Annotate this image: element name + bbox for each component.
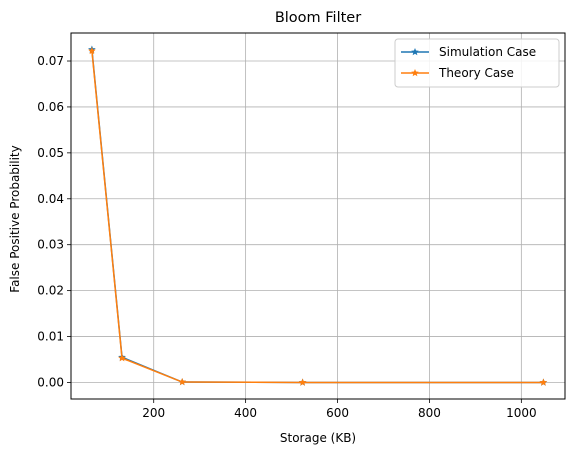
- y-tick-label: 0.05: [37, 146, 64, 160]
- y-tick-label: 0.06: [37, 100, 64, 114]
- data-point: [178, 378, 187, 386]
- x-tick-label: 800: [418, 406, 441, 420]
- legend-label: Theory Case: [438, 66, 514, 80]
- legend-item: Simulation Case: [401, 45, 536, 59]
- y-ticks: 0.00 0.01 0.02 0.03 0.04 0.05 0.06 0.07: [37, 54, 71, 389]
- x-tick-label: 400: [234, 406, 257, 420]
- chart-title: Bloom Filter: [275, 10, 361, 26]
- y-tick-label: 0.01: [37, 330, 64, 344]
- legend: Simulation Case Theory Case: [394, 38, 560, 88]
- x-ticks: 200 400 600 800 1000: [142, 399, 537, 420]
- data-point: [118, 354, 126, 362]
- y-tick-label: 0.02: [37, 284, 64, 298]
- data-point: [539, 378, 548, 386]
- series-2: [88, 46, 548, 386]
- data-point: [298, 378, 307, 386]
- y-tick-label: 0.04: [37, 192, 64, 206]
- x-tick-label: 1000: [506, 406, 537, 420]
- x-tick-label: 600: [326, 406, 349, 420]
- x-axis-label: Storage (KB): [280, 431, 356, 445]
- series-group: [88, 45, 548, 386]
- legend-item: Theory Case: [401, 66, 514, 80]
- legend-box: [394, 38, 560, 88]
- y-tick-label: 0.00: [37, 375, 64, 389]
- y-axis-label: False Positive Probability: [8, 145, 22, 292]
- legend-label: Simulation Case: [439, 45, 536, 59]
- x-tick-label: 200: [142, 406, 165, 420]
- legend-marker: [411, 48, 419, 56]
- grid: [71, 33, 565, 399]
- y-tick-label: 0.07: [37, 54, 64, 68]
- y-tick-label: 0.03: [37, 238, 64, 252]
- legend-marker: [411, 69, 419, 77]
- data-point: [88, 46, 96, 55]
- plot-frame: [70, 32, 566, 400]
